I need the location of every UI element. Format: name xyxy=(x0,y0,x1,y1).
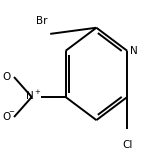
Text: N: N xyxy=(130,46,138,56)
Text: O: O xyxy=(2,112,10,122)
Text: N: N xyxy=(26,91,34,101)
Text: −: − xyxy=(8,109,14,115)
Text: Cl: Cl xyxy=(122,140,132,150)
Text: +: + xyxy=(34,89,40,95)
Text: O: O xyxy=(2,72,10,82)
Text: Br: Br xyxy=(36,16,48,26)
